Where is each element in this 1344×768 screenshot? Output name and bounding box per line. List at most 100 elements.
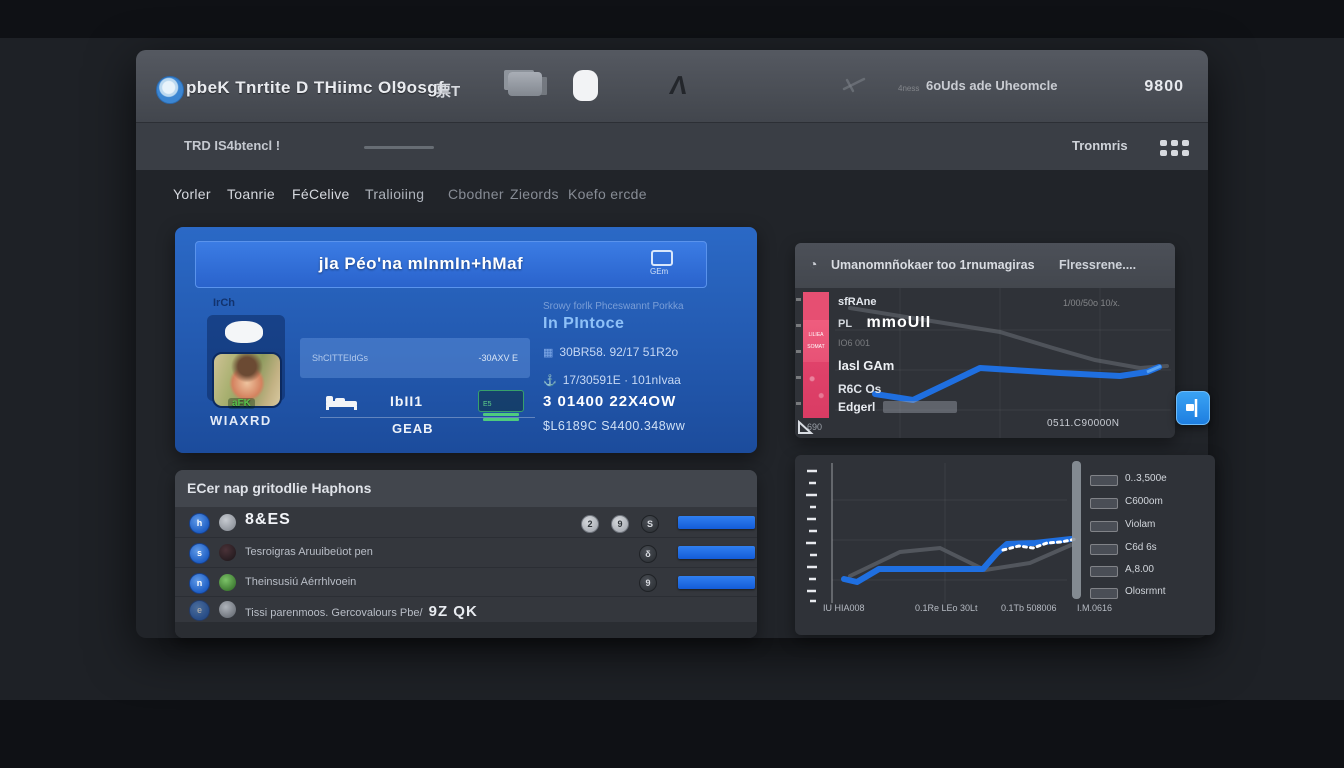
side-panel-button[interactable]	[1176, 391, 1210, 425]
building-icon[interactable]	[508, 72, 542, 96]
red-strip-top-label: LILIEA	[808, 332, 824, 338]
row-4-avatar	[219, 601, 236, 618]
timeline-chart: LILIEA SOMAT 690 sfRAne PL mmoUII IO6 00…	[795, 288, 1175, 438]
tab-fecelive[interactable]: FéCelive	[292, 186, 350, 202]
legend-label-5: A,8.00	[1125, 564, 1154, 575]
stats-y-axis-ticks	[806, 469, 817, 603]
tab-koefo-ercde[interactable]: Koefo ercde	[568, 186, 647, 202]
legend-label-4: C6d 6s	[1125, 542, 1157, 553]
stat-caption: GEAB	[392, 421, 434, 436]
list-card: ECer nap gritodlie Haphons h 8&ES 2 9 S …	[175, 470, 757, 638]
timeline-label-2: PL mmoUII	[838, 314, 931, 332]
bell-icon[interactable]	[573, 70, 598, 101]
stats-white-dotted-line	[1001, 537, 1078, 552]
tab-yorler[interactable]: Yorler	[173, 186, 211, 202]
title-badge: 票T	[436, 83, 461, 100]
info-line-2-text: 17/30591E · 101nIvaa	[562, 373, 681, 387]
red-strip-mid: LILIEA SOMAT	[803, 320, 829, 362]
gem-label: GEm	[650, 267, 669, 276]
timeline-chart-svg	[835, 288, 1171, 438]
bag-icon	[225, 321, 263, 343]
stats-card: 0..3,500e C600om Violam C6d 6s A,8.00 Ol…	[795, 455, 1215, 635]
info-kicker: Srowy forlk Phceswannt Porkka	[543, 301, 684, 312]
timeline-top-right-value: 1/00/50o 10/x.	[1063, 298, 1121, 308]
tab-zieords[interactable]: Zieords	[510, 186, 559, 202]
row-3-avatar	[219, 574, 236, 591]
top-dark-band	[0, 0, 1344, 38]
info-line-1-text: 30BR58. 92/17 51R2o	[559, 345, 679, 359]
legend-swatch-4	[1090, 544, 1118, 555]
toolbar-left-label: TRD IS4btencl !	[184, 138, 281, 153]
stats-scrollbar[interactable]	[1072, 461, 1081, 599]
list-row-2[interactable]: s Tesroigras Aruuibeüot pen δ	[175, 538, 757, 568]
info-line-4: $L6189C S4400.348ww	[543, 419, 686, 433]
legend-label-3: Violam	[1125, 519, 1156, 530]
timeline-blue-line	[872, 364, 1162, 403]
grid-menu-icon[interactable]	[1160, 140, 1189, 156]
grid-small-icon: ▦	[543, 347, 554, 359]
list-row-3[interactable]: n Theinsusiú Aérrhlvoein 9	[175, 568, 757, 597]
info-line-1: ▦ 30BR58. 92/17 51R2o	[543, 345, 678, 359]
app-logo-icon	[156, 76, 184, 104]
timeline-label-2-prefix: PL	[838, 318, 853, 330]
list-row-1[interactable]: h 8&ES 2 9 S	[175, 507, 757, 538]
row-1-title: 8&ES	[245, 511, 291, 528]
red-strip-bottom	[803, 362, 829, 418]
row-2-badge-icon: s	[189, 543, 210, 564]
stats-gray-line	[848, 543, 1073, 578]
energy-meter: E5	[478, 390, 524, 421]
anchor-icon: ⚓	[543, 375, 557, 387]
x-axis-label-2: 0.1Re LEo 30Lt	[915, 603, 978, 613]
info-line-3: 3 01400 22X4OW	[543, 393, 677, 410]
row-2-coin-1[interactable]: δ	[639, 545, 657, 563]
chart-flag-icon	[1186, 399, 1198, 417]
row-2-title: Tesroigras Aruuibeüot pen	[245, 546, 373, 558]
timeline-label-4: lasl GAm	[838, 358, 895, 373]
stats-chart-svg	[806, 463, 1078, 603]
row-3-title: Theinsusiú Aérrhlvoein	[245, 576, 357, 588]
toolbar-progress-line	[364, 146, 434, 149]
stats-blue-line	[841, 536, 1074, 585]
gem-icon	[651, 250, 673, 266]
profile-banner[interactable]: jIa Péo'na mInmIn+hMaf GEm	[195, 241, 707, 288]
timeline-label-1: sfRAne	[838, 296, 877, 308]
list-card-header: ECer nap gritodlie Haphons	[175, 470, 757, 507]
timeline-card-dropdown[interactable]: Flressrene....	[1059, 258, 1137, 272]
row-1-coin-2[interactable]: 9	[611, 515, 629, 533]
timeline-bottom-right-value: 0511.C90000N	[1047, 418, 1120, 429]
divider	[320, 417, 535, 418]
header-hint-small: 4ness	[898, 84, 920, 93]
bottom-dark-band	[0, 700, 1344, 768]
timeline-card: ◔ Umanomnñokaer too 1rnumagiras Flressre…	[795, 243, 1175, 438]
red-strip-bottom-label: 690	[807, 422, 823, 432]
row-1-coin-3[interactable]: S	[641, 515, 659, 533]
legend-label-6: Olosrmnt	[1125, 586, 1166, 597]
row-3-coin-1[interactable]: 9	[639, 574, 657, 592]
row-4-title-text: Tissi parenmoos. Gercovalours Pbe/	[245, 607, 423, 619]
list-row-4[interactable]: e Tissi parenmoos. Gercovalours Pbe/ 9Z …	[175, 597, 757, 622]
timeline-label-2-bold: mmoUII	[866, 314, 932, 331]
tab-cbodner[interactable]: Cbodner	[448, 186, 504, 202]
legend-swatch-5	[1090, 566, 1118, 577]
ribbon-icon[interactable]: Λ	[667, 70, 690, 100]
row-4-badge-icon: e	[189, 600, 210, 621]
tab-toanrie[interactable]: Toanrie	[227, 186, 276, 202]
profile-card: jIa Péo'na mInmIn+hMaf GEm IrCh aFK WIAX…	[175, 227, 757, 453]
stats-strip: ShCITTEIdGs -30AXV E	[300, 338, 530, 378]
window-toolbar: TRD IS4btencl ! Tronmris	[136, 122, 1208, 170]
stats-strip-right: -30AXV E	[478, 353, 518, 363]
timeline-card-header: ◔ Umanomnñokaer too 1rnumagiras Flressre…	[795, 243, 1175, 288]
timeline-red-strip: LILIEA SOMAT	[803, 292, 829, 418]
x-axis-label-4: I.M.0616	[1077, 603, 1113, 613]
tab-tralioiing[interactable]: Tralioiing	[365, 186, 425, 202]
info-line-2: ⚓ 17/30591E · 101nIvaa	[543, 373, 681, 387]
red-strip-top	[803, 292, 829, 320]
toolbar-right-label: Tronmris	[1072, 138, 1128, 153]
list-card-title: ECer nap gritodlie Haphons	[187, 480, 372, 496]
dart-icon[interactable]	[841, 74, 867, 96]
header-hint: 6oUds ade Uheomcle	[926, 78, 1058, 93]
timeline-label-3: IO6 001	[838, 338, 871, 348]
row-1-coin-1[interactable]: 2	[581, 515, 599, 533]
row-3-badge-icon: n	[189, 573, 210, 594]
row-2-avatar	[219, 544, 236, 561]
